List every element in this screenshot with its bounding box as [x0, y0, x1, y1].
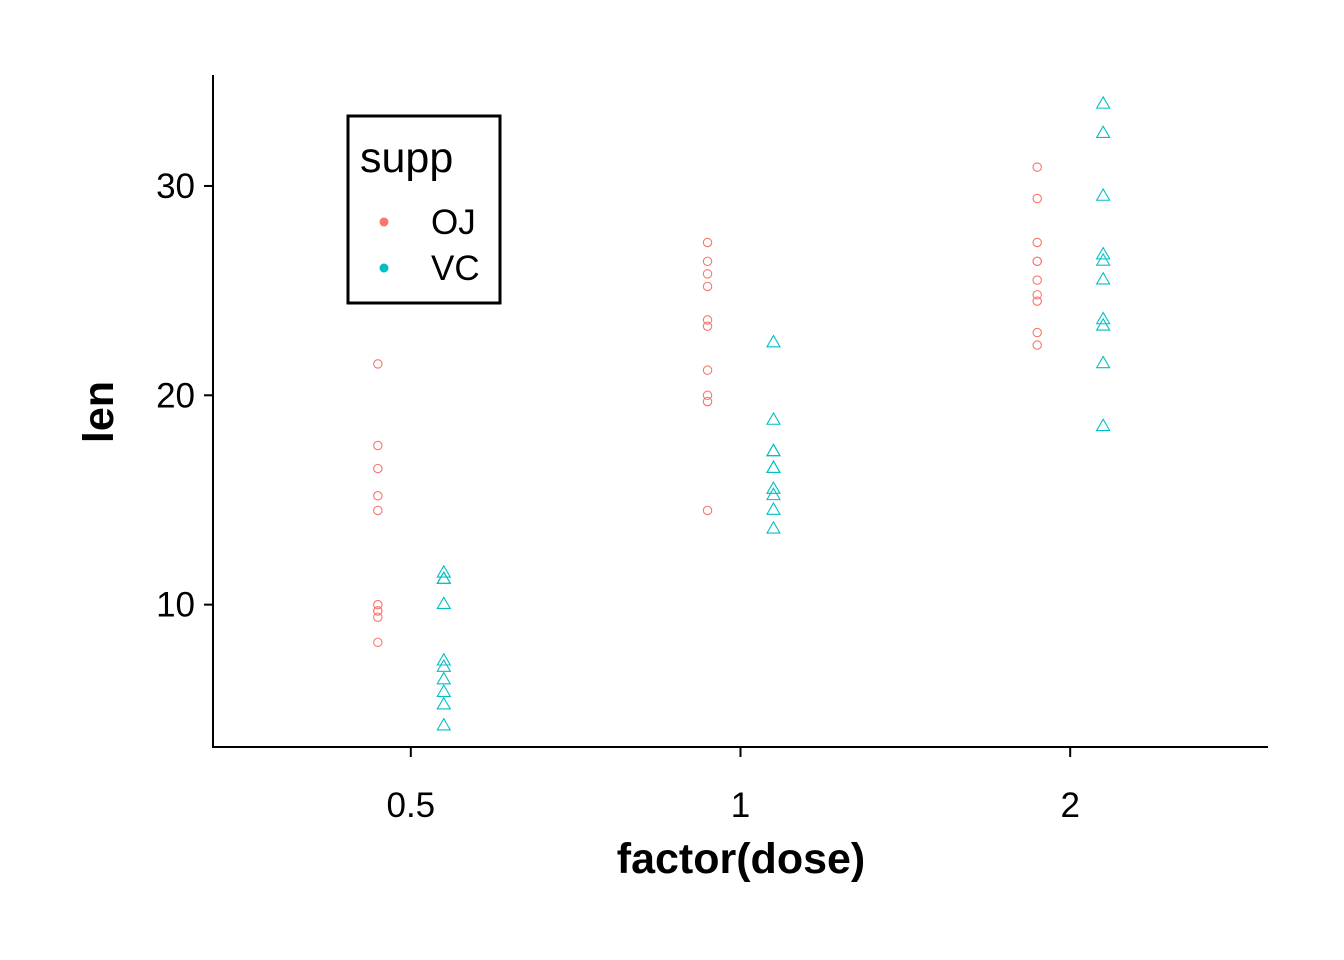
data-point-OJ — [1032, 256, 1042, 267]
data-point-VC — [436, 564, 452, 578]
data-point-OJ — [373, 612, 383, 622]
legend-title: supp — [360, 134, 453, 182]
data-point-OJ — [373, 599, 383, 610]
data-point-OJ — [702, 321, 713, 331]
data-point-OJ — [1032, 275, 1042, 285]
data-point-OJ — [702, 390, 713, 401]
x-tick-label: 1 — [731, 786, 750, 825]
data-point-VC — [766, 487, 781, 501]
data-point-VC — [436, 570, 452, 584]
legend-items: OJ VC — [379, 203, 480, 288]
data-point-VC — [1095, 311, 1111, 325]
data-point-OJ — [373, 440, 383, 451]
y-axis-ticks: 10 20 30 — [156, 167, 213, 625]
data-point-OJ — [373, 359, 383, 369]
data-point-VC — [1095, 125, 1111, 138]
data-point-VC — [766, 480, 781, 494]
data-point-OJ — [1032, 296, 1042, 306]
data-point-VC — [436, 652, 452, 666]
data-point-VC — [766, 520, 781, 534]
legend: supp OJ VC — [346, 114, 502, 305]
data-point-VC — [436, 658, 452, 672]
x-tick-label: 2 — [1060, 786, 1079, 825]
data-point-OJ — [1032, 193, 1042, 204]
data-point-OJ — [373, 606, 383, 616]
y-axis-title: len — [75, 381, 123, 443]
data-point-VC — [766, 411, 781, 425]
legend-label-VC: VC — [431, 249, 480, 288]
legend-box — [346, 114, 502, 305]
data-point-OJ — [702, 315, 713, 325]
data-point-OJ — [1032, 340, 1042, 350]
data-point-OJ — [373, 463, 383, 474]
data-point-OJ — [702, 365, 713, 375]
x-tick-label: 0.5 — [386, 786, 435, 825]
data-point-VC — [436, 684, 452, 697]
data-point-VC — [436, 717, 452, 731]
data-point-VC — [1095, 187, 1111, 201]
data-point-OJ — [1032, 237, 1042, 248]
data-point-OJ — [702, 256, 713, 267]
data-point-OJ — [702, 396, 713, 407]
y-tick-label: 10 — [156, 586, 195, 625]
data-point-VC — [1095, 246, 1111, 260]
data-point-OJ — [373, 637, 383, 648]
legend-key-OJ — [379, 217, 389, 227]
data-point-OJ — [702, 281, 713, 292]
data-points — [373, 95, 1111, 731]
data-point-VC — [1095, 252, 1111, 266]
data-point-VC — [766, 334, 781, 348]
data-point-OJ — [1032, 327, 1042, 338]
x-axis-title: factor(dose) — [617, 835, 865, 883]
data-point-OJ — [702, 269, 713, 279]
legend-label-OJ: OJ — [431, 203, 476, 242]
data-point-VC — [1095, 355, 1111, 369]
y-tick-label: 20 — [156, 376, 195, 415]
x-axis-ticks: 0.5 1 2 — [386, 747, 1080, 825]
data-point-VC — [1095, 271, 1111, 285]
data-point-VC — [436, 596, 452, 610]
data-point-VC — [766, 460, 781, 473]
data-point-VC — [436, 696, 452, 710]
legend-key-VC — [379, 263, 389, 273]
data-point-OJ — [373, 505, 383, 516]
data-point-OJ — [702, 237, 713, 248]
data-point-VC — [766, 443, 781, 457]
data-point-VC — [1095, 95, 1111, 109]
data-point-OJ — [1032, 290, 1042, 300]
data-point-VC — [766, 460, 781, 473]
y-tick-label: 30 — [156, 167, 195, 206]
data-point-VC — [1095, 317, 1111, 331]
data-point-VC — [766, 501, 781, 515]
data-point-VC — [436, 671, 452, 685]
data-point-VC — [766, 443, 781, 457]
data-point-OJ — [373, 491, 383, 501]
data-point-OJ — [702, 505, 713, 516]
data-point-OJ — [1032, 162, 1042, 172]
data-point-VC — [1095, 418, 1111, 432]
